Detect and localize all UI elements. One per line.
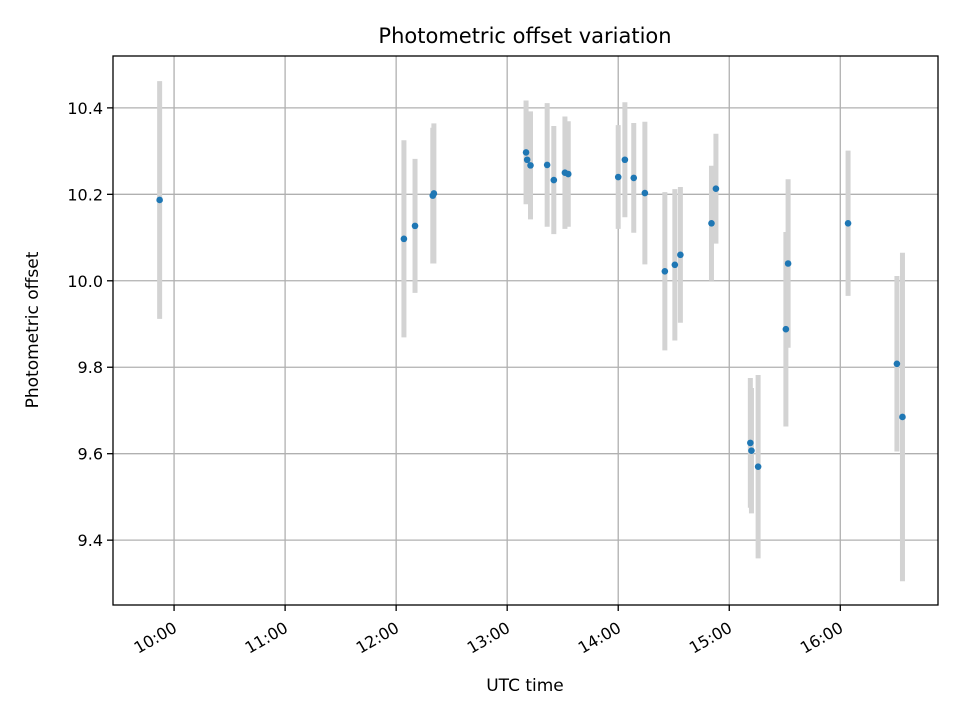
data-point <box>671 261 679 269</box>
data-point <box>782 325 790 333</box>
chart-title: Photometric offset variation <box>378 24 671 48</box>
data-point <box>747 439 754 447</box>
y-axis-label: Photometric offset <box>23 251 43 408</box>
data-point <box>400 235 408 243</box>
data-point <box>630 174 638 182</box>
data-point <box>621 156 629 164</box>
y-tick-label: 10.4 <box>67 99 103 118</box>
data-point <box>754 463 762 470</box>
data-point <box>522 149 530 156</box>
y-tick-label: 10.2 <box>67 185 103 204</box>
y-tick-label: 9.8 <box>78 358 103 377</box>
y-tick-label: 10.0 <box>67 272 103 291</box>
data-point <box>550 176 558 184</box>
data-point <box>712 185 720 193</box>
x-tick-label: 11:00 <box>242 618 291 658</box>
x-tick-label: 16:00 <box>797 618 846 658</box>
data-point <box>893 360 901 368</box>
data-point <box>708 219 715 227</box>
data-point <box>614 173 622 181</box>
x-tick-label: 15:00 <box>686 618 735 658</box>
data-point <box>527 162 534 169</box>
data-point <box>784 260 792 267</box>
x-tick-label: 13:00 <box>464 618 513 658</box>
x-tick-label: 12:00 <box>353 618 402 658</box>
data-point <box>641 189 649 197</box>
x-tick-label: 10:00 <box>131 618 180 658</box>
data-point <box>677 251 684 259</box>
data-point <box>523 156 531 164</box>
x-tick-label: 14:00 <box>575 618 624 658</box>
data-point <box>844 219 852 227</box>
data-point <box>430 190 438 197</box>
data-point <box>156 196 163 204</box>
data-point <box>661 267 669 275</box>
x-axis-ticks: 10:00 11:00 12:00 13:00 14:00 15:00 16:00 <box>131 605 846 658</box>
x-axis-label: UTC time <box>486 676 564 696</box>
data-point <box>899 413 906 421</box>
error-bars <box>157 81 905 582</box>
data-point <box>543 161 551 169</box>
y-tick-label: 9.4 <box>78 531 103 550</box>
data-point <box>411 222 419 230</box>
y-axis-ticks: 9.4 9.6 9.8 10.0 10.2 10.4 <box>67 99 113 550</box>
plot-frame <box>112 55 939 606</box>
data-points <box>156 149 906 470</box>
data-point <box>748 447 755 454</box>
data-point <box>564 170 572 178</box>
y-tick-label: 9.6 <box>78 445 103 464</box>
